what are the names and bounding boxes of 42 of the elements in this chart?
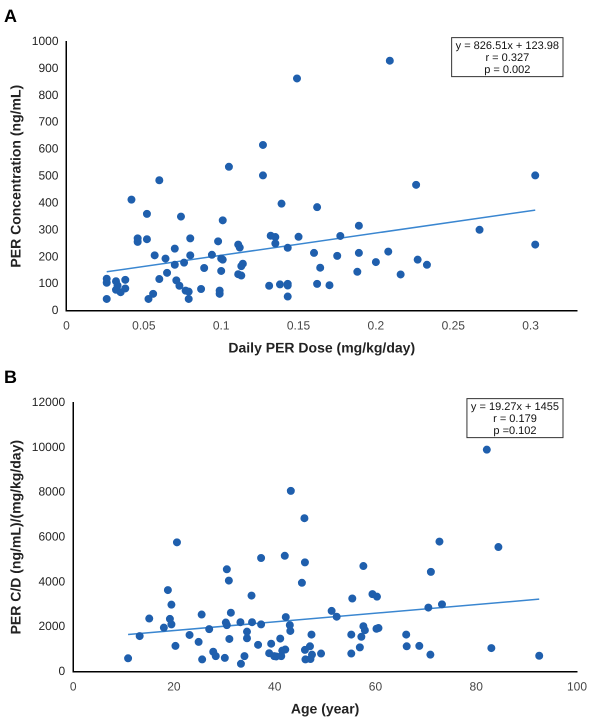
- x-tick-label: 0: [70, 679, 77, 694]
- chart-title: B: [4, 366, 17, 387]
- y-tick-label: 500: [38, 168, 59, 183]
- y-tick-label: 0: [58, 664, 66, 678]
- y-tick-label: 200: [38, 249, 59, 264]
- x-tick-label: 0.25: [442, 318, 466, 332]
- x-tick-label: 0.3: [522, 318, 540, 332]
- annotation: p = 0.002: [484, 64, 530, 76]
- x-tick-label: 0.2: [368, 318, 385, 332]
- y-tick-label: 800: [38, 88, 59, 102]
- y-tick-label: 600: [38, 142, 59, 156]
- y-tick-label: 12000: [32, 394, 66, 409]
- y-tick-label: 700: [38, 114, 59, 129]
- x-tick-label: 40: [268, 679, 282, 694]
- y-tick-label: 1000: [32, 34, 59, 48]
- x-tick-label: 0.15: [286, 318, 311, 332]
- annotation: r = 0.327: [485, 52, 530, 64]
- annotation: p =0.102: [493, 425, 537, 438]
- annotation: y = 19.27x + 1455: [470, 401, 560, 414]
- annotation: r = 0.179: [493, 413, 537, 426]
- x-tick-label: 20: [167, 679, 181, 694]
- y-tick-label: 10000: [32, 440, 66, 454]
- y-tick-label: 0: [52, 303, 59, 318]
- x-tick-label: 100: [566, 679, 588, 694]
- y-axis-title: PER Concentration (ng/mL): [7, 84, 24, 268]
- x-tick-label: 0.05: [132, 318, 156, 332]
- y-axis-title: PER C/D (ng/mL)/(mg/kg/day): [7, 440, 24, 634]
- y-tick-label: 4000: [38, 574, 66, 588]
- y-tick-label: 400: [38, 195, 59, 210]
- chart-title: A: [4, 6, 17, 26]
- x-tick-label: 60: [368, 679, 382, 694]
- x-axis-title: Daily PER Dose (mg/kg/day): [228, 339, 416, 356]
- y-tick-label: 8000: [38, 484, 66, 499]
- annotation: y = 826.51x + 123.98: [456, 40, 560, 52]
- x-tick-label: 80: [470, 679, 484, 694]
- y-tick-label: 300: [38, 222, 59, 236]
- y-tick-label: 6000: [38, 530, 66, 544]
- x-tick-label: 0.1: [212, 318, 230, 332]
- y-tick-label: 2000: [38, 619, 66, 634]
- y-tick-label: 100: [38, 276, 59, 290]
- x-axis-title: Age (year): [290, 700, 360, 716]
- y-tick-label: 900: [38, 60, 59, 75]
